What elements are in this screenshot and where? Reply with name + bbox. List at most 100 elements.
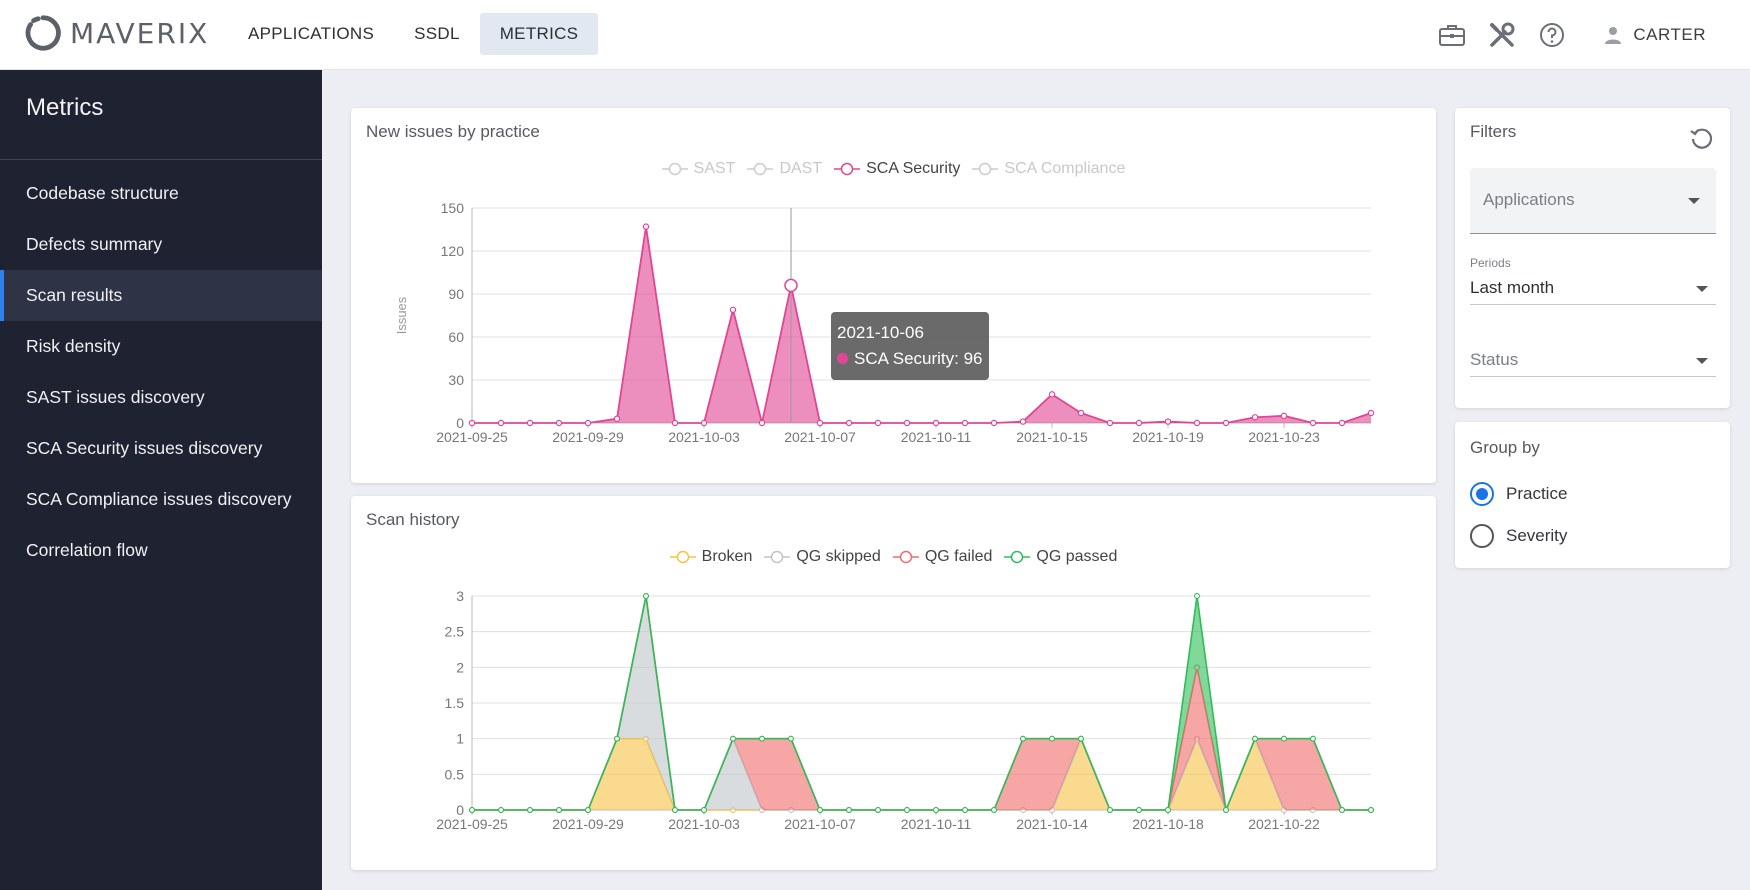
periods-select[interactable]: Last month (1470, 278, 1555, 297)
data-point (700, 419, 708, 427)
radio-label: Practice (1506, 484, 1568, 503)
x-tick-label: 2021-10-03 (668, 429, 740, 445)
sidebar-item-risk-density[interactable]: Risk density (26, 336, 121, 356)
data-point (672, 807, 678, 813)
legend-item[interactable]: QG failed (892, 548, 993, 566)
y-tick-label: 150 (441, 200, 465, 216)
data-point (584, 419, 592, 427)
data-point (1368, 807, 1374, 813)
user-menu[interactable]: CARTER (1603, 25, 1706, 45)
logo[interactable]: MAVERIX (24, 14, 209, 52)
x-tick-label: 2021-09-29 (552, 429, 624, 445)
x-tick-label: 2021-10-07 (784, 816, 856, 832)
chart-legend: SAST DAST SCA Security SCA Compliance (351, 160, 1436, 178)
legend-swatch-icon (834, 162, 861, 176)
data-point (817, 807, 823, 813)
data-point (904, 807, 910, 813)
data-point (933, 807, 939, 813)
y-tick-label: 90 (448, 286, 464, 302)
legend-label: QG failed (924, 548, 993, 565)
hover-marker (784, 278, 798, 293)
applications-select[interactable]: Applications (1470, 168, 1716, 234)
legend-item[interactable]: SCA Compliance (972, 160, 1125, 178)
data-point (498, 807, 504, 813)
y-tick-label: 2.5 (445, 624, 465, 640)
reset-filters-icon[interactable] (1688, 124, 1716, 157)
data-point (1251, 414, 1259, 421)
briefcase-icon[interactable] (1427, 0, 1477, 70)
sidebar-item-sca-security-issues-discovery[interactable]: SCA Security issues discovery (26, 438, 263, 458)
periods-label: Periods (1470, 256, 1511, 270)
sidebar-item-sast-issues-discovery[interactable]: SAST issues discovery (26, 387, 205, 407)
legend-label: SAST (693, 160, 736, 177)
status-select[interactable]: Status (1470, 350, 1519, 369)
legend-item[interactable]: Broken (669, 548, 752, 566)
data-point (526, 419, 534, 427)
data-point (642, 223, 650, 230)
nav-applications[interactable]: APPLICATIONS (248, 24, 375, 43)
radio-severity[interactable]: Severity (1470, 524, 1567, 548)
data-point (1194, 593, 1200, 599)
user-icon (1605, 27, 1622, 44)
sidebar-item-defects-summary[interactable]: Defects summary (26, 234, 163, 254)
x-tick-label: 2021-10-11 (901, 429, 972, 445)
x-tick-label: 2021-10-07 (784, 429, 856, 445)
stack-area (472, 596, 1371, 810)
stack-area (472, 596, 1371, 810)
applications-label: Applications (1483, 190, 1575, 209)
data-point (1049, 735, 1055, 742)
legend-item[interactable]: SCA Security (834, 160, 960, 178)
series-line (472, 226, 1372, 424)
legend-item[interactable]: DAST (747, 160, 822, 178)
nav-metrics[interactable]: METRICS (479, 13, 599, 55)
data-point (1309, 419, 1317, 427)
sidebar-item-correlation-flow[interactable]: Correlation flow (26, 540, 148, 560)
legend-item[interactable]: SAST (661, 160, 736, 178)
group-by-title: Group by (1470, 438, 1540, 457)
x-tick-label: 2021-10-03 (668, 816, 740, 832)
tooltip-value: SCA Security: 96 (854, 349, 983, 368)
sidebar-item-scan-results[interactable]: Scan results (0, 270, 322, 321)
data-point (527, 807, 533, 813)
data-point (1135, 419, 1143, 427)
data-point (1222, 419, 1230, 427)
scan-history-chart: 0 0.5 1 1.5 2 2.5 3 2021-09-25 2021-09-29 2021-10… (436, 588, 1374, 832)
data-point (585, 807, 591, 813)
x-tick-label: 2021-10-18 (1132, 816, 1204, 832)
legend-label: QG passed (1036, 548, 1118, 565)
data-point (1165, 807, 1171, 813)
data-point (1338, 419, 1346, 427)
data-point (961, 419, 969, 427)
y-tick-label: 120 (441, 243, 465, 259)
sidebar: Metrics Codebase structure Defects summa… (0, 70, 322, 890)
nav-ssdl[interactable]: SSDL (414, 24, 460, 43)
data-point (1193, 419, 1201, 427)
sidebar-item-sca-compliance-issues-discovery[interactable]: SCA Compliance issues discovery (26, 489, 292, 509)
y-tick-label: 0 (456, 415, 464, 431)
y-tick-label: 1.5 (445, 695, 465, 711)
legend-swatch-icon (972, 162, 999, 176)
data-point (701, 807, 707, 813)
x-tick-label: 2021-10-15 (1016, 429, 1088, 445)
radio-practice[interactable]: Practice (1470, 482, 1567, 506)
chart-tooltip: 2021-10-06 SCA Security: 96 (831, 312, 989, 380)
legend-marker (771, 550, 784, 564)
sidebar-title: Metrics (0, 70, 322, 160)
chevron-down-icon (1688, 198, 1700, 204)
data-point (990, 419, 998, 427)
tools-icon[interactable] (1477, 0, 1527, 70)
radio-button (1470, 524, 1494, 548)
legend-item[interactable]: QG passed (1004, 548, 1117, 566)
legend-marker (754, 162, 767, 176)
stack-line (472, 595, 1371, 814)
legend-label: SCA Security (866, 160, 961, 177)
help-icon[interactable] (1527, 0, 1577, 70)
legend-item[interactable]: QG skipped (764, 548, 881, 566)
x-tick-label: 2021-10-22 (1248, 816, 1320, 832)
data-point (816, 419, 824, 427)
legend-label: QG skipped (796, 548, 881, 565)
data-point (555, 419, 563, 427)
sidebar-item-codebase-structure[interactable]: Codebase structure (26, 183, 179, 203)
y-tick-label: 0 (456, 802, 464, 818)
data-point (1019, 418, 1027, 425)
